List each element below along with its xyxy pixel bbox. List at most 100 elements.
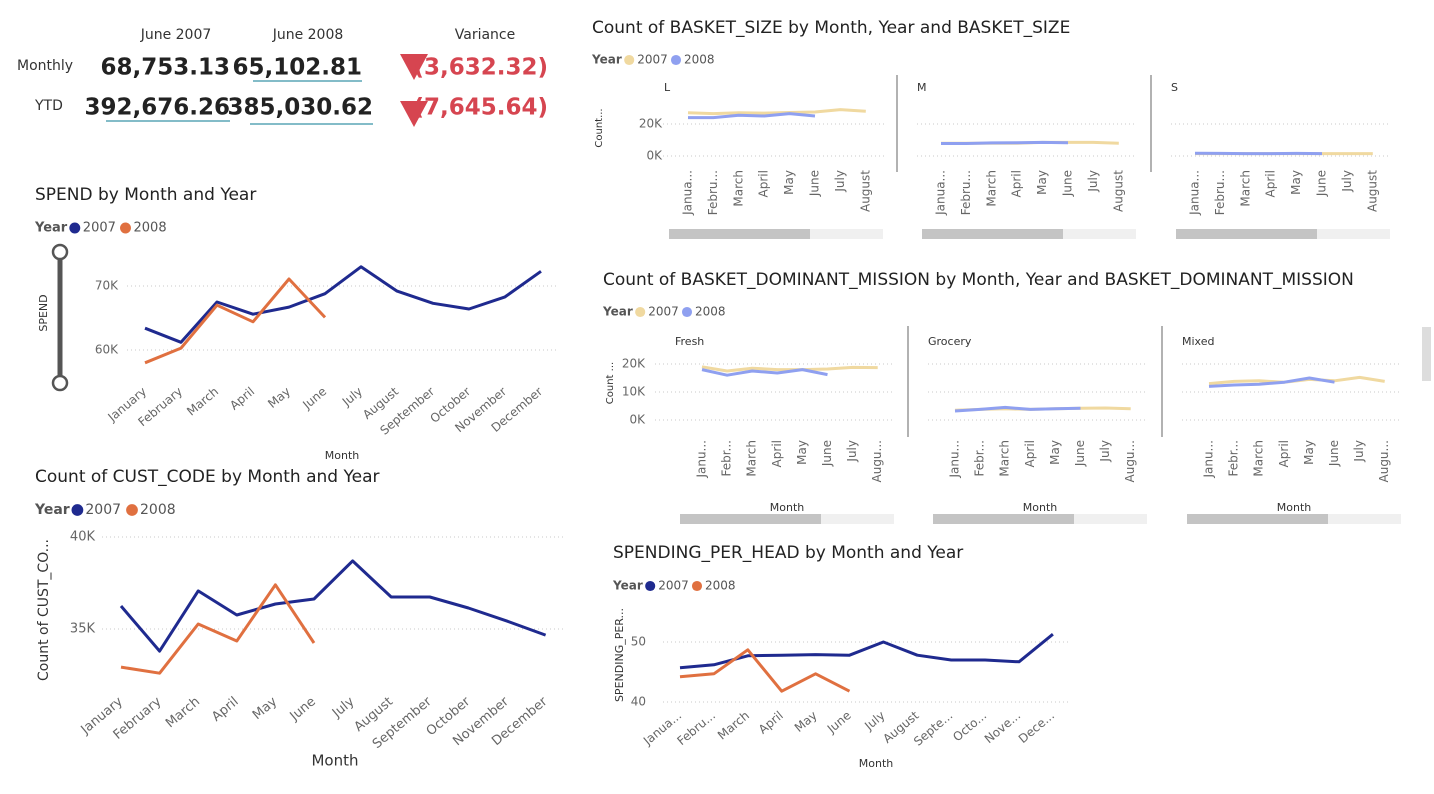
legend-label: 2008 (695, 305, 726, 319)
slider-handle[interactable] (51, 374, 69, 392)
x-axis-title: Month (859, 757, 894, 770)
legend-label: 2008 (705, 579, 736, 593)
y-tick-label: 20K (622, 357, 646, 371)
scrollbar-thumb[interactable] (1176, 229, 1317, 239)
x-tick-label: March (984, 170, 998, 207)
scrollbar-thumb[interactable] (933, 514, 1074, 524)
x-tick-label: Nove... (982, 708, 1023, 746)
x-tick-label: June (1327, 440, 1341, 467)
x-tick-label: August (1365, 170, 1379, 212)
scrollbar-thumb[interactable] (680, 514, 821, 524)
x-tick-label: April (1023, 440, 1037, 467)
legend-label: 2008 (140, 502, 176, 518)
line (688, 112, 816, 120)
x-tick-label: Febru... (706, 170, 720, 215)
kpi-value: 68,753.13 (101, 55, 231, 81)
kpi-value: 392,676.26 (84, 95, 230, 121)
x-tick-label: June (1315, 170, 1329, 197)
legend-label: 2007 (658, 579, 689, 593)
x-tick-label: Janua... (681, 170, 695, 216)
y-tick-label: 0K (646, 149, 663, 163)
line (144, 277, 327, 365)
x-tick-label: May (782, 170, 796, 195)
line (687, 108, 866, 116)
x-tick-label: Febru... (959, 170, 973, 215)
x-tick-label: Febr... (973, 440, 987, 477)
legend-marker (635, 306, 646, 318)
line (679, 633, 1054, 670)
x-tick-label: July (845, 440, 859, 463)
x-tick-label: August (1111, 170, 1125, 212)
scrollbar[interactable] (1422, 327, 1431, 381)
x-tick-label: May (1289, 170, 1303, 195)
down-arrow (400, 101, 428, 127)
kpi-variance: (3,632.32) (413, 55, 548, 81)
x-tick-label: June (1073, 440, 1087, 467)
x-tick-label: April (1010, 170, 1024, 197)
x-tick-label: Febr... (1227, 440, 1241, 477)
x-tick-label: Octo... (950, 708, 989, 744)
x-tick-label: April (757, 170, 771, 197)
legend-title: Year (34, 221, 68, 236)
x-tick-label: March (163, 694, 203, 731)
legend-marker (71, 504, 84, 516)
slider-handle[interactable] (51, 243, 69, 261)
x-tick-label: April (1277, 440, 1291, 467)
x-tick-label: May (1302, 440, 1316, 465)
x-tick-label: April (209, 694, 241, 725)
x-tick-label: March (1252, 440, 1266, 477)
x-tick-label: June (808, 170, 822, 197)
x-tick-label: Janua... (1188, 170, 1202, 216)
x-tick-label: July (1098, 440, 1112, 463)
legend-marker (691, 580, 703, 592)
legend-label: 2007 (648, 305, 679, 319)
scrollbar-thumb[interactable] (669, 229, 810, 239)
x-axis-title: Month (311, 752, 358, 770)
y-tick-label: 0K (629, 413, 646, 427)
scrollbar-thumb[interactable] (922, 229, 1063, 239)
line (954, 405, 1081, 413)
y-tick-label: 10K (622, 385, 646, 399)
legend-label: 2007 (85, 502, 121, 518)
kpi-header: June 2007 (140, 27, 212, 43)
scrollbar-thumb[interactable] (1187, 514, 1328, 524)
x-tick-label: Augu... (1377, 440, 1391, 482)
line (701, 368, 828, 377)
x-tick-label: March (731, 170, 745, 207)
line (941, 140, 1069, 145)
legend-marker (670, 54, 682, 66)
y-axis-title: SPENDING_PER... (613, 608, 626, 702)
x-tick-label: May (792, 708, 820, 735)
panel-label: Mixed (1182, 335, 1214, 348)
x-tick-label: July (329, 694, 358, 721)
y-tick-label: 20K (639, 117, 663, 131)
x-tick-label: Septe... (911, 708, 955, 748)
x-tick-label: May (795, 440, 809, 465)
x-axis-title: Month (1277, 501, 1312, 514)
x-tick-label: Janua... (934, 170, 948, 216)
y-tick-label: 70K (95, 279, 119, 293)
legend-marker (681, 306, 693, 318)
kpi-variance: (7,645.64) (413, 95, 548, 121)
x-tick-label: July (1340, 170, 1354, 193)
kpi-value: 65,102.81 (233, 55, 363, 81)
x-tick-label: Dece... (1016, 708, 1057, 746)
x-tick-label: July (833, 170, 847, 193)
x-tick-label: April (770, 440, 784, 467)
chart-title: Count of CUST_CODE by Month and Year (35, 467, 379, 487)
legend-marker (624, 54, 635, 66)
y-tick-label: 40K (70, 530, 96, 545)
panel-label: M (917, 81, 927, 94)
x-axis-title: Month (325, 449, 360, 462)
x-tick-label: July (861, 708, 887, 733)
x-tick-label: Augu... (870, 440, 884, 482)
x-tick-label: April (227, 384, 257, 412)
x-tick-label: March (715, 708, 752, 742)
legend-marker (126, 504, 138, 516)
legend-label: 2007 (83, 221, 116, 236)
x-tick-label: July (1352, 440, 1366, 463)
x-tick-label: May (1048, 440, 1062, 465)
x-tick-label: Janu... (948, 440, 962, 479)
y-tick-label: 40 (631, 695, 646, 709)
x-tick-label: April (1264, 170, 1278, 197)
